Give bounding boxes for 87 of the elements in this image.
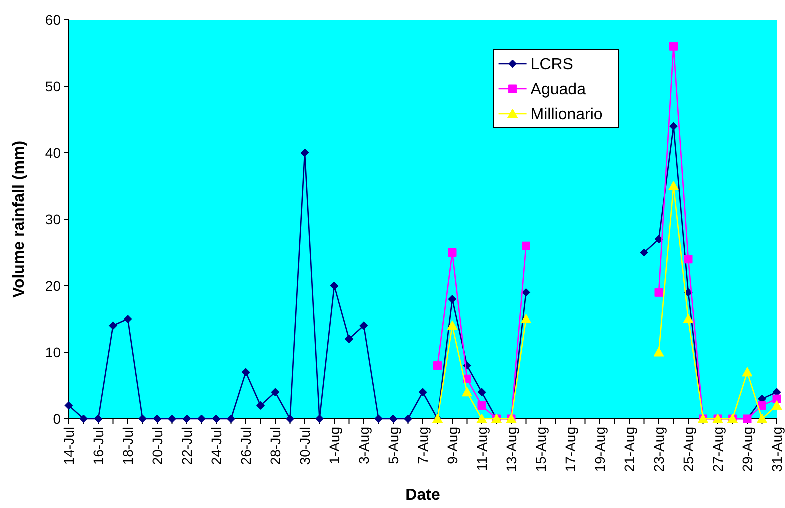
point (640, 248, 648, 257)
point (683, 314, 694, 324)
point (447, 320, 458, 330)
x-tick-label: 3-Aug (356, 427, 372, 464)
point (286, 414, 294, 424)
y-tick-label: 60 (45, 12, 62, 28)
point (478, 401, 486, 410)
x-tick-label: 15-Aug (533, 427, 549, 472)
x-tick-label: 18-Jul (120, 427, 136, 466)
x-tick-label: 28-Jul (268, 427, 284, 466)
point (212, 414, 221, 424)
x-tick-label: 31-Aug (769, 427, 785, 472)
x-tick-label: 26-Jul (238, 427, 254, 466)
point (757, 414, 768, 424)
legend-label: Aguada (530, 82, 586, 99)
point (478, 388, 486, 397)
point (153, 414, 162, 424)
point (64, 401, 74, 410)
y-tick-label: 50 (45, 78, 62, 94)
point (300, 148, 310, 158)
point (138, 414, 147, 424)
point (404, 414, 412, 424)
point (389, 414, 398, 424)
x-tick-label: 25-Aug (680, 427, 696, 472)
point (742, 367, 753, 377)
y-tick-label: 20 (45, 278, 62, 294)
point (360, 322, 368, 330)
x-tick-label: 11-Aug (474, 427, 490, 472)
point (758, 401, 766, 410)
point (448, 248, 457, 257)
y-tick-label: 30 (45, 211, 62, 228)
point (242, 368, 250, 377)
point (80, 414, 88, 424)
point (182, 414, 192, 424)
x-tick-label: 27-Aug (710, 427, 726, 472)
point (772, 400, 782, 410)
point (256, 401, 265, 410)
x-tick-label: 1-Aug (326, 427, 342, 464)
point (198, 414, 206, 424)
point (521, 314, 532, 324)
x-tick-label: 14-Jul (61, 427, 77, 466)
y-tick-label: 40 (45, 144, 62, 161)
point (109, 322, 118, 330)
point (654, 235, 664, 244)
point (654, 288, 664, 297)
x-tick-label: 7-Aug (415, 427, 431, 464)
point (670, 42, 678, 51)
point (316, 414, 324, 424)
y-axis-title: Volume rainfall (mm) (11, 140, 28, 298)
x-tick-label: 29-Aug (740, 427, 756, 472)
point (670, 122, 678, 131)
point (684, 255, 693, 264)
y-tick-label: 0 (53, 410, 62, 427)
x-tick-label: 19-Aug (592, 427, 608, 472)
x-tick-label: 17-Aug (562, 427, 578, 472)
point (434, 362, 442, 370)
x-tick-label: 5-Aug (386, 427, 402, 464)
point (522, 242, 530, 250)
point (124, 315, 132, 324)
x-tick-label: 23-Aug (651, 427, 667, 472)
x-tick-label: 30-Jul (297, 427, 313, 466)
x-tick-label: 16-Jul (90, 427, 106, 466)
point (168, 414, 176, 424)
x-tick-label: 13-Aug (504, 427, 520, 472)
point (772, 394, 782, 404)
point (94, 414, 103, 424)
point (271, 388, 280, 397)
x-tick-label: 21-Aug (622, 427, 638, 472)
x-tick-label: 24-Jul (208, 427, 224, 466)
legend-label: Millionario (530, 106, 603, 124)
point (330, 282, 339, 290)
point (227, 414, 236, 424)
x-tick-label: 22-Jul (179, 427, 195, 466)
point (522, 288, 530, 297)
point (345, 334, 354, 344)
legend-label: LCRS (530, 56, 574, 74)
point (448, 295, 457, 304)
point (418, 388, 428, 397)
x-tick-label: 9-Aug (444, 427, 460, 464)
x-axis-title: Date (406, 487, 440, 504)
point (668, 181, 679, 190)
y-tick-label: 10 (45, 344, 62, 360)
point (462, 387, 472, 397)
point (476, 414, 488, 424)
point (654, 347, 664, 357)
x-tick-label: 20-Jul (150, 427, 166, 466)
point (374, 414, 383, 424)
